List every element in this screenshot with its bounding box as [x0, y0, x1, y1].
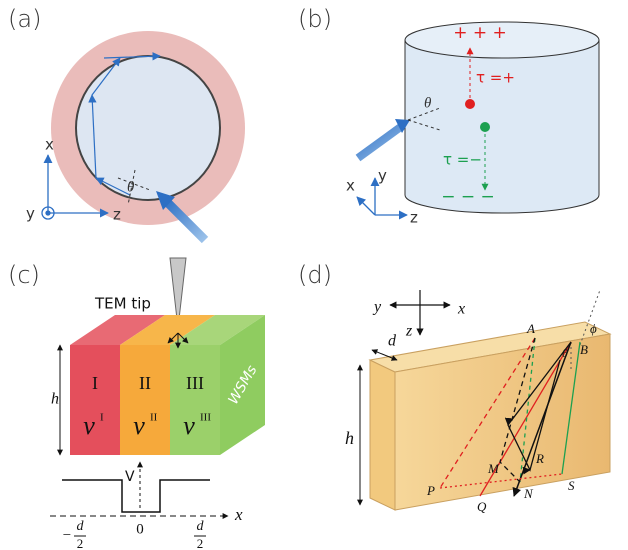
axis-label: x — [234, 505, 243, 524]
point-label: S — [568, 478, 575, 493]
tau: τ =+ — [476, 69, 515, 87]
top-ii — [120, 315, 215, 345]
tick-numerator: d — [197, 519, 205, 534]
region-iii — [170, 345, 220, 455]
point-label: M — [487, 461, 500, 476]
tick-label: 0 — [136, 521, 144, 537]
tip-label: TEM tip — [94, 295, 151, 313]
angle: θ — [562, 346, 568, 360]
angle: θ — [127, 179, 135, 195]
incident-beam — [355, 122, 405, 162]
angle: θ — [424, 95, 432, 111]
incident-beam — [161, 196, 209, 244]
potential: V — [125, 469, 135, 485]
cylinder — [404, 39, 600, 214]
height: h — [345, 428, 354, 448]
potential-profile — [62, 479, 210, 513]
charge: − − − — [441, 187, 495, 207]
velocity-superscript: II — [150, 412, 158, 424]
region-ii — [120, 345, 170, 455]
beam-head — [156, 191, 175, 210]
slab-side — [369, 359, 396, 511]
axes — [356, 177, 408, 220]
tau: τ =− — [443, 151, 482, 169]
cylinder-top — [404, 21, 600, 59]
tip-arrows — [167, 332, 189, 349]
height: h — [51, 391, 59, 408]
point-label: A — [526, 321, 535, 336]
axis-label: y — [26, 205, 35, 223]
top-i — [70, 315, 165, 345]
velocity: v — [183, 411, 195, 440]
side — [220, 315, 265, 455]
thickness: d — [388, 333, 397, 350]
axis-label: y — [378, 167, 387, 185]
panel-label: (c) — [8, 261, 40, 289]
ray-paths — [439, 337, 581, 497]
panel-a: (a) θ x y z — [8, 5, 245, 244]
panel-d: (d) A B M R P Q N S θ ϕ h d y x z — [298, 261, 612, 514]
velocity-superscript: III — [200, 412, 211, 424]
region-numeral: II — [139, 373, 151, 393]
panel-b: (b) + + + τ =+ τ =− − − − θ x y z — [298, 5, 600, 227]
point-label: B — [580, 342, 588, 357]
axis-label: y — [372, 299, 382, 316]
point-label: R — [535, 451, 544, 466]
top-iii — [170, 315, 265, 345]
axis-label: z — [410, 209, 418, 227]
panel-label: (b) — [298, 5, 332, 33]
red-dot — [465, 99, 475, 109]
panel-label: (a) — [8, 5, 41, 33]
velocity: v — [133, 411, 145, 440]
axis-label: z — [405, 323, 413, 340]
region-numeral: I — [92, 373, 98, 393]
axis-label: z — [113, 206, 121, 224]
thickness-arrow — [371, 349, 398, 361]
angle: ϕ — [590, 321, 597, 336]
axes — [389, 290, 451, 336]
tick-sign: − — [63, 527, 71, 543]
axes — [41, 154, 109, 220]
velocity: v — [83, 411, 95, 440]
slab-front — [394, 333, 611, 511]
tick-numerator: d — [77, 519, 85, 534]
region-i — [70, 345, 120, 455]
charge: + + + — [453, 23, 507, 43]
point-label: Q — [477, 499, 487, 514]
axis-label: x — [346, 177, 355, 195]
point-label: P — [426, 483, 435, 498]
velocity-superscript: I — [100, 412, 104, 424]
panel-label: (d) — [298, 261, 332, 289]
region-numeral: III — [186, 373, 204, 393]
tem-tip — [169, 257, 187, 329]
beam-head — [395, 119, 410, 133]
point-label: N — [523, 486, 534, 501]
axis-label: x — [457, 301, 465, 318]
axis-label: x — [45, 136, 54, 154]
green-dot — [480, 122, 490, 132]
trajectory — [88, 52, 161, 196]
tick-denominator: 2 — [197, 536, 204, 550]
tick-denominator: 2 — [77, 536, 84, 550]
